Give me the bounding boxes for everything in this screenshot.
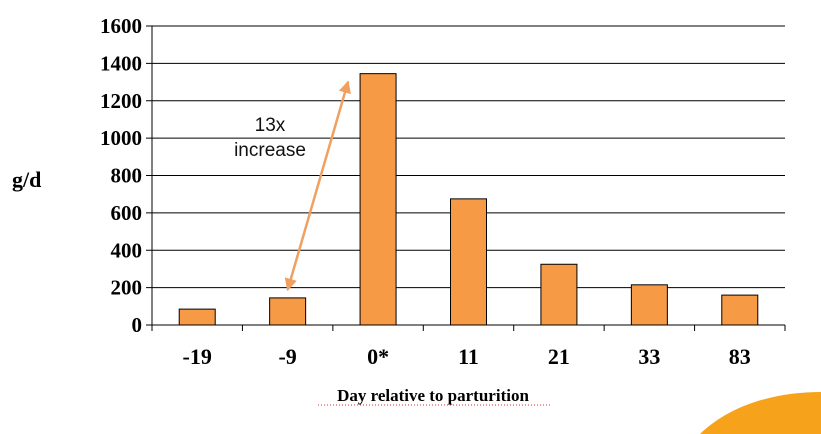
y-tick-label: 1400 xyxy=(100,51,142,75)
y-tick-label: 800 xyxy=(111,164,143,188)
annotation-line-2: increase xyxy=(234,140,306,161)
bar xyxy=(630,284,668,326)
bar xyxy=(178,308,216,326)
bars xyxy=(178,73,759,326)
y-axis-label: g/d xyxy=(12,167,41,192)
bar xyxy=(540,263,578,326)
x-tick-label: 83 xyxy=(729,344,751,369)
bar xyxy=(450,198,487,326)
x-tick-label: -9 xyxy=(278,344,296,369)
y-tick-label: 600 xyxy=(111,201,143,225)
y-tick-label: 400 xyxy=(111,238,143,262)
x-tick-label: 21 xyxy=(548,344,570,369)
bar xyxy=(269,297,307,326)
increase-arrow xyxy=(284,80,351,292)
x-tick-label: 33 xyxy=(638,344,660,369)
x-tick-label: 11 xyxy=(458,344,479,369)
x-tick-label: -19 xyxy=(183,344,212,369)
y-tick-label: 200 xyxy=(111,276,143,300)
x-tick-label: 0* xyxy=(367,344,389,369)
corner-accent-shape xyxy=(700,392,821,434)
x-axis-label: Day relative to parturition xyxy=(337,386,529,405)
y-tick-label: 0 xyxy=(132,313,143,337)
y-tick-label: 1600 xyxy=(100,14,142,38)
tick-labels: 0 200 400 600 800 1000 1200 1400 1600 -19 -9 0* 11 21… xyxy=(100,14,751,369)
y-tick-label: 1000 xyxy=(100,126,142,150)
axes xyxy=(146,25,786,331)
y-tick-label: 1200 xyxy=(100,89,142,113)
bar xyxy=(721,294,759,326)
annotation-line-1: 13x xyxy=(255,115,286,136)
bar xyxy=(359,73,397,326)
